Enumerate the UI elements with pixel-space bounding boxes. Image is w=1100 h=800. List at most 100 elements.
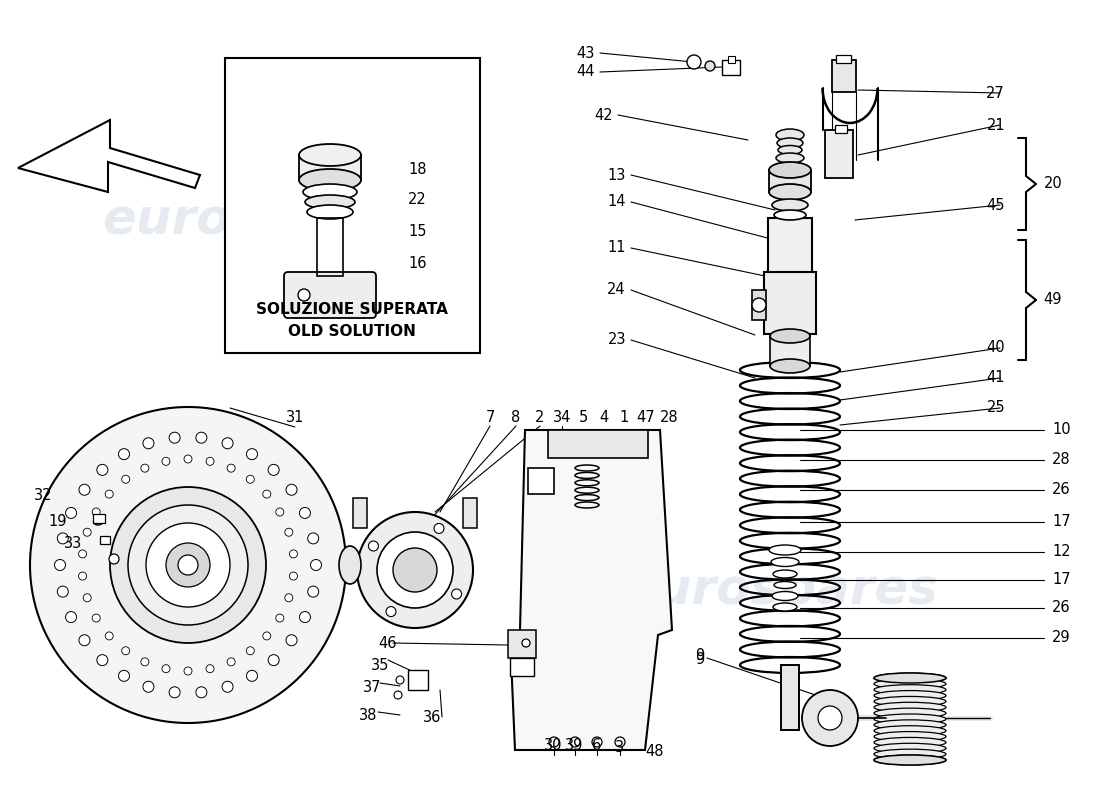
Bar: [769, 170, 811, 192]
Circle shape: [143, 682, 154, 692]
Ellipse shape: [874, 702, 946, 712]
Circle shape: [84, 528, 91, 536]
Circle shape: [106, 632, 113, 640]
Circle shape: [146, 523, 230, 607]
Text: 46: 46: [378, 635, 397, 650]
Text: 2: 2: [536, 410, 544, 426]
Circle shape: [818, 706, 842, 730]
Text: 1: 1: [619, 410, 628, 426]
Bar: [548, 430, 648, 458]
Circle shape: [206, 458, 214, 466]
Circle shape: [285, 594, 293, 602]
Circle shape: [246, 670, 257, 682]
Circle shape: [57, 586, 68, 597]
Text: 10: 10: [1052, 422, 1070, 438]
Circle shape: [246, 449, 257, 460]
Text: 15: 15: [408, 225, 427, 239]
Text: 31: 31: [286, 410, 305, 426]
Text: 45: 45: [987, 198, 1005, 213]
Bar: [835, 125, 847, 133]
Bar: [781, 665, 799, 730]
Ellipse shape: [305, 195, 355, 209]
Ellipse shape: [770, 359, 810, 373]
Text: 25: 25: [987, 401, 1005, 415]
Ellipse shape: [94, 519, 102, 525]
Circle shape: [184, 667, 192, 675]
Text: 36: 36: [422, 710, 441, 726]
Circle shape: [298, 289, 310, 301]
Text: 20: 20: [1044, 177, 1063, 191]
Ellipse shape: [874, 720, 946, 730]
Circle shape: [122, 646, 130, 654]
Circle shape: [570, 737, 580, 747]
Circle shape: [276, 508, 284, 516]
Bar: [408, 670, 428, 690]
Ellipse shape: [769, 545, 801, 555]
Text: 17: 17: [1052, 514, 1070, 530]
Circle shape: [688, 55, 701, 69]
Ellipse shape: [299, 144, 361, 166]
Circle shape: [263, 632, 271, 640]
Circle shape: [246, 646, 254, 654]
Circle shape: [222, 682, 233, 692]
Circle shape: [705, 61, 715, 71]
Circle shape: [802, 690, 858, 746]
Ellipse shape: [302, 184, 358, 200]
Circle shape: [162, 665, 170, 673]
Text: SOLUZIONE SUPERATA: SOLUZIONE SUPERATA: [256, 302, 448, 318]
Ellipse shape: [874, 743, 946, 754]
Text: 38: 38: [359, 707, 377, 722]
Text: 26: 26: [1052, 601, 1070, 615]
Circle shape: [57, 533, 68, 544]
Ellipse shape: [769, 162, 811, 178]
Circle shape: [196, 686, 207, 698]
Circle shape: [592, 737, 602, 747]
Text: 3: 3: [615, 741, 625, 755]
Polygon shape: [18, 120, 200, 192]
Ellipse shape: [773, 603, 798, 611]
Text: 29: 29: [1052, 630, 1070, 646]
Text: 24: 24: [607, 282, 626, 298]
Circle shape: [119, 670, 130, 682]
Ellipse shape: [874, 749, 946, 759]
Ellipse shape: [874, 679, 946, 689]
Ellipse shape: [874, 708, 946, 718]
Circle shape: [66, 611, 77, 622]
Bar: [510, 658, 534, 676]
Circle shape: [393, 548, 437, 592]
Circle shape: [286, 484, 297, 495]
Circle shape: [169, 686, 180, 698]
Text: 9: 9: [695, 647, 705, 662]
Circle shape: [78, 572, 87, 580]
Text: 14: 14: [607, 194, 626, 210]
Circle shape: [358, 512, 473, 628]
Text: 19: 19: [48, 514, 67, 530]
Text: 47: 47: [637, 410, 656, 426]
Text: 30: 30: [543, 738, 562, 753]
Ellipse shape: [299, 169, 361, 191]
Polygon shape: [510, 430, 672, 750]
Circle shape: [752, 298, 766, 312]
Circle shape: [84, 594, 91, 602]
Ellipse shape: [874, 731, 946, 742]
Bar: [764, 272, 816, 334]
Text: 33: 33: [64, 537, 82, 551]
Ellipse shape: [772, 199, 808, 211]
Ellipse shape: [874, 690, 946, 701]
Ellipse shape: [874, 714, 946, 724]
Text: 43: 43: [576, 46, 595, 61]
Text: 26: 26: [1052, 482, 1070, 498]
Circle shape: [222, 438, 233, 449]
Ellipse shape: [772, 591, 798, 601]
Ellipse shape: [773, 570, 798, 578]
Circle shape: [289, 572, 297, 580]
Circle shape: [289, 550, 297, 558]
Circle shape: [522, 639, 530, 647]
Text: 44: 44: [576, 65, 595, 79]
Circle shape: [92, 614, 100, 622]
Text: 34: 34: [553, 410, 571, 426]
Ellipse shape: [777, 138, 803, 148]
Ellipse shape: [874, 673, 946, 683]
Circle shape: [166, 543, 210, 587]
Text: 41: 41: [987, 370, 1005, 386]
